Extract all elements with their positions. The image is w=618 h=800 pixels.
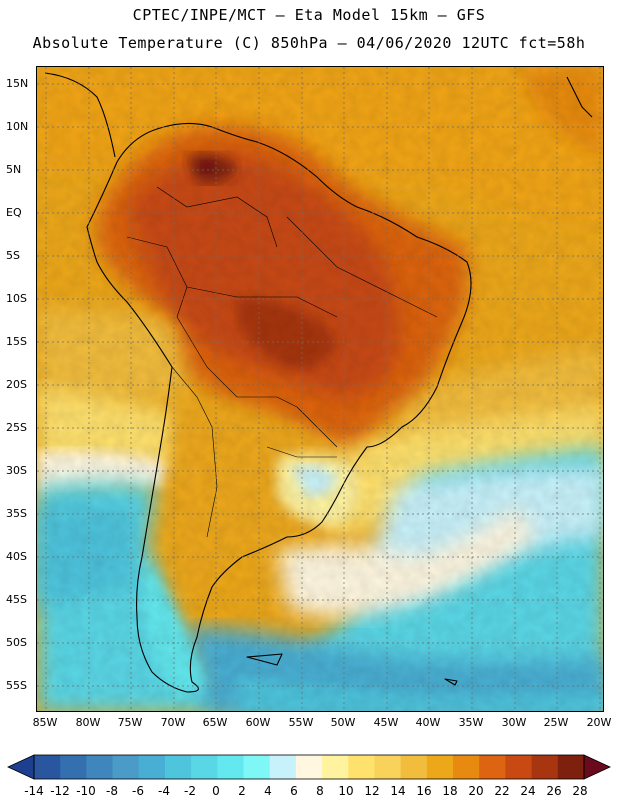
border-bolivia <box>176 316 298 408</box>
lon-label: 70W <box>160 716 186 729</box>
map-title: CPTEC/INPE/MCT – Eta Model 15km – GFS <box>132 6 486 24</box>
colorbar-swatch <box>269 755 297 779</box>
colorbar-swatch <box>295 755 323 779</box>
lon-label: 45W <box>373 716 399 729</box>
colorbar-swatch <box>112 755 140 779</box>
colorbar-label: 6 <box>290 784 298 798</box>
lat-label: 45S <box>6 593 27 606</box>
colorbar-swatch <box>138 755 166 779</box>
lat-label: 50S <box>6 636 27 649</box>
temperature-map <box>36 66 604 712</box>
central-america-coast <box>44 72 116 158</box>
lat-label: 15N <box>6 77 29 90</box>
colorbar-label: 28 <box>572 784 588 798</box>
colorbar-swatch <box>479 755 506 779</box>
colorbar-swatch <box>426 755 454 779</box>
colorbar-label: -14 <box>24 784 44 798</box>
colorbar-label: 22 <box>494 784 510 798</box>
colorbar-swatch <box>505 755 533 779</box>
country-borders <box>126 186 438 538</box>
temperature-colorbar <box>7 754 611 780</box>
border-venezuela <box>156 186 278 248</box>
map-subtitle: Absolute Temperature (C) 850hPa – 04/06/… <box>32 34 586 52</box>
colorbar-label: 0 <box>212 784 220 798</box>
colorbar-swatch <box>34 755 61 779</box>
lon-label: 65W <box>202 716 228 729</box>
colorbar-label: 26 <box>546 784 562 798</box>
lat-label: 10S <box>6 292 27 305</box>
colorbar-label: 24 <box>520 784 536 798</box>
colorbar-label: 16 <box>416 784 432 798</box>
caribbean-islands <box>566 76 593 118</box>
colorbar-label: -10 <box>76 784 96 798</box>
lat-label: 5N <box>6 163 22 176</box>
colorbar-label: 12 <box>364 784 380 798</box>
lon-label: 25W <box>543 716 569 729</box>
lat-label: 40S <box>6 550 27 563</box>
colorbar-label: -8 <box>106 784 118 798</box>
south-georgia <box>444 678 458 686</box>
lon-label: 60W <box>245 716 271 729</box>
border-chile-argentina <box>171 366 218 538</box>
colorbar-arrow-low <box>8 755 34 779</box>
lat-label: 30S <box>6 464 27 477</box>
colorbar-label: 18 <box>442 784 458 798</box>
lon-label: 50W <box>330 716 356 729</box>
lat-label: 10N <box>6 120 29 133</box>
lon-label: 85W <box>32 716 58 729</box>
colorbar-label: 14 <box>390 784 406 798</box>
colorbar-swatch <box>400 755 428 779</box>
colorbar-swatch <box>191 755 218 779</box>
falklands <box>246 653 283 666</box>
coastlines <box>44 72 593 693</box>
lat-label: 55S <box>6 679 27 692</box>
border-brazil-states <box>286 216 438 318</box>
lon-label: 35W <box>458 716 484 729</box>
colorbar-label: -4 <box>158 784 170 798</box>
colorbar-label: 2 <box>238 784 246 798</box>
colorbar-label: -2 <box>184 784 196 798</box>
lon-label: 40W <box>415 716 441 729</box>
colorbar-label: 4 <box>264 784 272 798</box>
colorbar-label: 20 <box>468 784 484 798</box>
lat-label: 35S <box>6 507 27 520</box>
colorbar-swatch <box>374 755 402 779</box>
colorbar-swatch <box>557 755 585 779</box>
border-brazil-west <box>186 286 338 318</box>
lat-label: EQ <box>6 206 22 219</box>
lon-label: 80W <box>75 716 101 729</box>
colorbar-label: -12 <box>50 784 70 798</box>
colorbar-swatch <box>164 755 192 779</box>
colorbar-swatch <box>453 755 480 779</box>
field-texture <box>37 67 603 711</box>
colorbar-label: 8 <box>316 784 324 798</box>
map-field <box>37 67 603 711</box>
lat-label: 25S <box>6 421 27 434</box>
colorbar-swatch <box>322 755 349 779</box>
lon-label: 30W <box>501 716 527 729</box>
colorbar-swatch <box>86 755 114 779</box>
border-colombia <box>126 236 188 318</box>
lat-label: 15S <box>6 335 27 348</box>
colorbar-swatch <box>60 755 87 779</box>
lon-label: 20W <box>586 716 612 729</box>
lat-label: 20S <box>6 378 27 391</box>
colorbar-swatches <box>8 755 610 779</box>
colorbar-label: 10 <box>338 784 354 798</box>
colorbar-arrow-high <box>584 755 610 779</box>
lon-label: 75W <box>117 716 143 729</box>
border-paraguay <box>296 406 338 448</box>
colorbar-swatch <box>531 755 559 779</box>
lat-label: 5S <box>6 249 20 262</box>
colorbar-swatch <box>243 755 271 779</box>
border-argentina-north <box>266 446 337 458</box>
colorbar-swatch <box>348 755 375 779</box>
lon-label: 55W <box>288 716 314 729</box>
south-america-coast <box>86 122 472 693</box>
colorbar-swatch <box>217 755 245 779</box>
colorbar-outline <box>7 754 611 780</box>
colorbar-label: -6 <box>132 784 144 798</box>
